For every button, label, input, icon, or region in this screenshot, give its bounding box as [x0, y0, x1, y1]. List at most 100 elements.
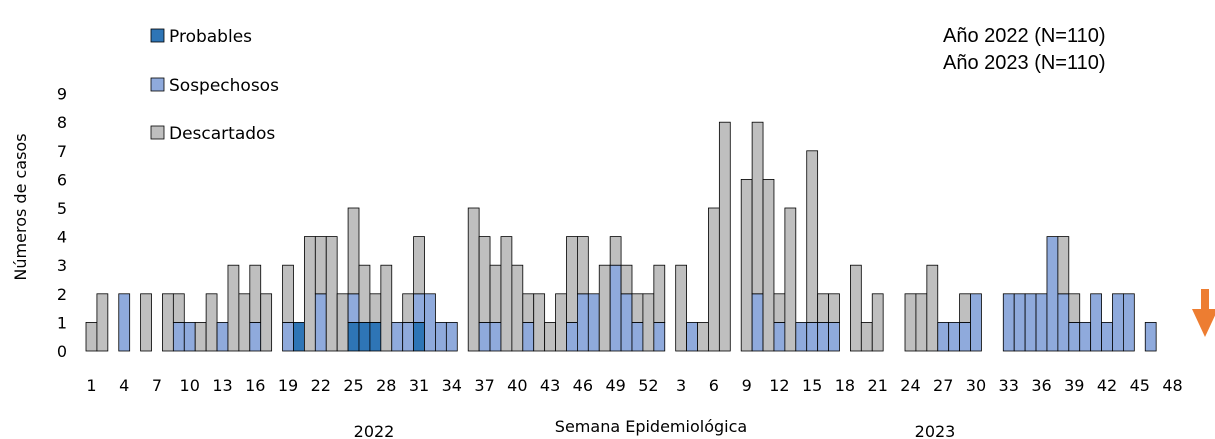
x-tick-label: 33	[999, 376, 1019, 395]
bar-sospechosos	[347, 293, 360, 323]
bar-sospechosos	[435, 321, 447, 352]
bar-descartados	[413, 236, 425, 295]
bar-descartados	[172, 293, 185, 323]
bar-descartados	[598, 264, 611, 352]
bar-descartados	[478, 236, 491, 323]
bar-descartados	[860, 321, 873, 352]
legend-label-sospechosos: Sospechosos	[169, 76, 279, 96]
x-tick-label: 34	[442, 376, 462, 395]
x-tick-label: 46	[573, 376, 593, 395]
bar-descartados	[631, 293, 644, 323]
y-tick-label: 2	[57, 285, 67, 304]
bar-descartados	[828, 293, 840, 323]
x-tick-label: 37	[474, 376, 494, 395]
legend-swatch-sospechosos	[150, 77, 165, 92]
y-axis-ticks: 0 1 2 3 4 5 6 7 8 9	[57, 85, 67, 361]
x-tick-label: 9	[742, 376, 752, 395]
x-tick-label: 49	[605, 376, 625, 395]
y-tick-label: 8	[57, 113, 67, 132]
bar-descartados	[500, 236, 513, 352]
bar-descartados	[708, 207, 720, 352]
x-tick-label: 18	[835, 376, 855, 395]
bar-descartados	[369, 293, 382, 323]
x-tick-label: 13	[212, 376, 232, 395]
bar-sospechosos	[314, 293, 327, 352]
bar-descartados	[806, 150, 819, 323]
bar-descartados	[194, 321, 207, 352]
bar-descartados	[817, 293, 829, 323]
y-tick-label: 0	[57, 342, 67, 361]
bar-descartados	[347, 207, 360, 295]
bar-descartados	[402, 293, 414, 323]
y-tick-label: 6	[57, 170, 67, 189]
bar-descartados	[467, 207, 480, 352]
x-tick-label: 7	[152, 376, 162, 395]
bar-sospechosos	[478, 321, 491, 352]
bar-sospechosos	[1046, 236, 1059, 352]
bar-sospechosos	[1112, 293, 1124, 352]
legend-swatch-probables	[150, 28, 165, 43]
bar-descartados	[205, 293, 218, 352]
bar-descartados	[533, 293, 546, 352]
x-tick-label: 6	[709, 376, 719, 395]
bar-descartados	[85, 321, 98, 352]
bar-sospechosos	[522, 321, 535, 352]
bar-descartados	[140, 293, 152, 352]
bar-sospechosos	[970, 293, 982, 352]
bar-sospechosos	[948, 321, 960, 352]
x-tick-label: 25	[343, 376, 363, 395]
bar-sospechosos	[1013, 293, 1026, 352]
bar-descartados	[577, 236, 589, 295]
bar-descartados	[751, 121, 764, 295]
x-tick-label: 52	[638, 376, 658, 395]
bar-descartados	[227, 264, 240, 352]
x-tick-label: 21	[868, 376, 888, 395]
x-tick-label: 30	[966, 376, 986, 395]
bar-probables	[358, 321, 371, 352]
bar-probables	[347, 321, 360, 352]
x-tick-label: 48	[1162, 376, 1182, 395]
bar-descartados	[773, 293, 786, 323]
bar-descartados	[697, 321, 709, 352]
bar-descartados	[740, 178, 753, 352]
bar-sospechosos	[1035, 293, 1048, 352]
bar-sospechosos	[1144, 321, 1157, 352]
bar-descartados	[511, 264, 524, 352]
note-year-2023: Año 2023 (N=110)	[943, 52, 1106, 74]
x-tick-label: 19	[278, 376, 298, 395]
bar-sospechosos	[686, 321, 698, 352]
x-tick-label: 10	[180, 376, 200, 395]
bar-sospechosos	[1068, 321, 1081, 352]
bar-descartados	[653, 264, 666, 323]
x-tick-label: 12	[769, 376, 789, 395]
bar-sospechosos	[282, 321, 294, 352]
bar-descartados	[915, 293, 928, 352]
x-tick-label: 39	[1064, 376, 1084, 395]
year-label-2022: 2022	[354, 422, 395, 439]
bar-descartados	[358, 264, 371, 323]
bar-descartados	[336, 293, 349, 352]
x-axis-ticks: 1 4 7 10 13 16 19 22 25 28 31 34 37 40 43 46 49 52 3 6 9 12 15…	[86, 376, 1182, 395]
note-year-2022: Año 2022 (N=110)	[943, 25, 1106, 47]
bar-descartados	[162, 293, 174, 352]
bar-sospechosos	[172, 321, 185, 352]
bar-sospechosos	[587, 293, 600, 352]
arrow-down-icon	[1192, 289, 1215, 337]
bar-probables	[413, 321, 425, 352]
bar-sospechosos	[391, 321, 404, 352]
bar-sospechosos	[1090, 293, 1102, 352]
bar-descartados	[609, 236, 622, 266]
bar-descartados	[555, 293, 567, 352]
bar-sospechosos	[1024, 293, 1037, 352]
bar-descartados	[926, 264, 939, 352]
year-label-2023: 2023	[915, 422, 956, 439]
bar-descartados	[784, 207, 797, 352]
bar-descartados	[314, 236, 327, 295]
x-axis-title: Semana Epidemiológica	[555, 417, 747, 436]
bar-sospechosos	[620, 293, 633, 352]
bar-descartados	[282, 264, 294, 323]
bar-sospechosos	[577, 293, 589, 352]
y-tick-label: 3	[57, 256, 67, 275]
bar-descartados	[303, 236, 316, 352]
bar-sospechosos	[828, 321, 840, 352]
